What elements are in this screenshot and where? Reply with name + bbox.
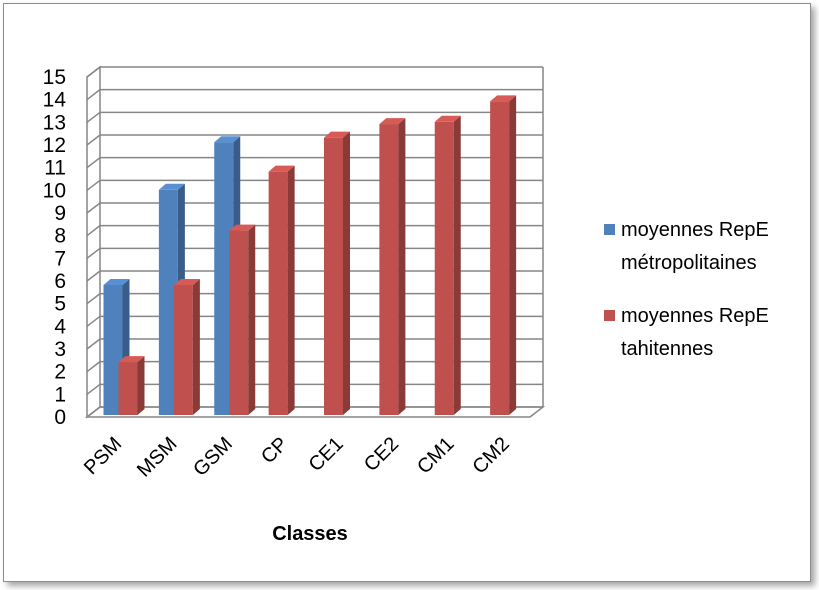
legend-swatch [604, 224, 615, 235]
bar-side [453, 115, 461, 416]
bar-top [379, 118, 406, 125]
gridline [86, 292, 543, 305]
gridline [86, 360, 543, 373]
bar-front [214, 142, 234, 415]
bar-side [287, 165, 295, 415]
bar-side [192, 279, 200, 415]
x-tick-label: CE2 [360, 433, 403, 476]
bar-front [173, 285, 193, 415]
bar [434, 115, 461, 416]
bar-front [118, 362, 138, 415]
x-tick-label: GSM [189, 433, 237, 481]
bar [229, 224, 256, 415]
y-tick-label: 5 [54, 293, 66, 316]
x-tick-label: CM1 [413, 433, 458, 478]
legend-label: métropolitaines [621, 252, 757, 274]
x-axis-ticks: PSM MSM GSM CP CE1 CE2 CM1 CM2 [80, 433, 514, 482]
gridline [86, 202, 543, 214]
legend-label: moyennes RepE [621, 219, 769, 241]
gridline [86, 338, 543, 350]
gridline [86, 66, 543, 78]
bars [103, 95, 517, 416]
x-tick-label: MSM [133, 433, 182, 482]
bar [173, 279, 200, 415]
bar-front [324, 137, 343, 415]
bar [268, 165, 295, 415]
side-wall [86, 65, 101, 419]
chart-walls [84, 65, 546, 419]
bar-front [490, 101, 510, 416]
x-tick-label: CP [257, 433, 292, 468]
chart-area [3, 3, 811, 582]
gridline [86, 270, 543, 282]
bar [118, 356, 145, 415]
gridline [86, 88, 543, 101]
gridline [86, 247, 543, 259]
bar-top [103, 279, 130, 285]
legend-label: moyennes RepE [621, 305, 769, 327]
gridline [86, 224, 543, 237]
bar-side [137, 356, 145, 415]
bar [324, 131, 350, 415]
gridline [86, 156, 543, 169]
bar-front [229, 230, 249, 415]
gridline [86, 179, 543, 191]
y-tick-label: 7 [54, 247, 66, 270]
bar-front [103, 285, 123, 415]
x-tick-label: CM2 [468, 433, 513, 478]
y-tick-label: 8 [54, 225, 66, 248]
gridlines [86, 66, 543, 418]
x-tick-label: PSM [80, 433, 126, 479]
bar [490, 95, 517, 416]
bar-top [268, 165, 295, 172]
y-tick-label: 1 [54, 383, 66, 406]
bar-side [343, 131, 350, 415]
floor [84, 406, 546, 418]
y-tick-label: 12 [43, 134, 66, 157]
bar-side [248, 224, 256, 415]
y-tick-label: 4 [54, 315, 66, 338]
bar-top [434, 115, 461, 122]
bar-top [214, 136, 241, 143]
x-tick-label: CE1 [305, 433, 348, 476]
gridline [86, 111, 543, 123]
gridline [86, 383, 543, 395]
legend-label: tahitennes [621, 338, 713, 360]
y-tick-label: 14 [43, 89, 67, 112]
y-tick-label: 11 [44, 157, 66, 180]
legend-swatch [604, 310, 615, 321]
y-tick-label: 3 [54, 338, 66, 361]
bar-front [158, 189, 178, 415]
y-tick-label: 10 [43, 179, 66, 202]
y-tick-label: 15 [43, 66, 66, 89]
bar-side [509, 95, 517, 416]
bar-top [173, 279, 200, 285]
bar-top [158, 183, 185, 190]
bar-top [324, 131, 350, 138]
y-tick-label: 6 [54, 270, 66, 293]
gridline [86, 315, 543, 327]
bar-side [398, 118, 406, 416]
bar-front [379, 124, 399, 416]
bar [379, 118, 406, 416]
bar-top [118, 356, 145, 363]
y-tick-label: 13 [43, 111, 66, 134]
bar-top [229, 224, 256, 231]
y-tick-label: 9 [54, 202, 66, 225]
y-tick-label: 2 [54, 361, 66, 384]
y-tick-label: 0 [54, 406, 66, 429]
legend: moyennes RepE métropolitaines moyennes Rep… [604, 219, 769, 360]
gridline [86, 134, 543, 146]
bar-front [434, 121, 454, 416]
x-axis-title: Classes [272, 523, 348, 545]
bar-front [268, 171, 288, 415]
bar-top [490, 95, 517, 102]
